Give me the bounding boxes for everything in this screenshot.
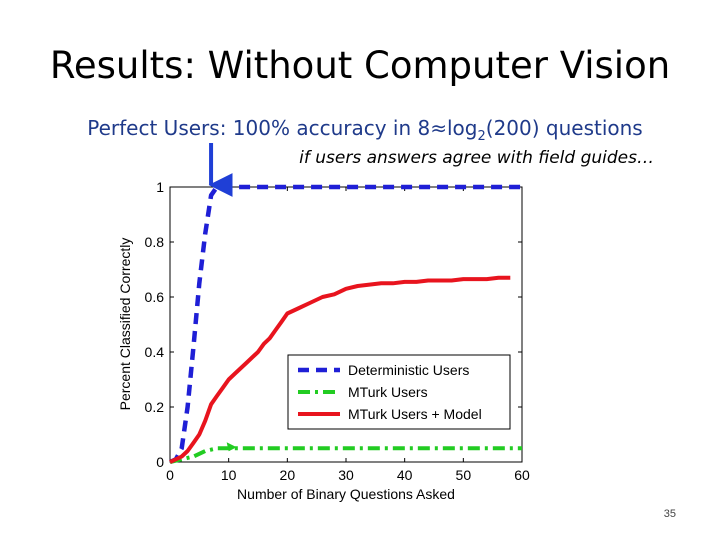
- slide-title: Results: Without Computer Vision: [49, 44, 671, 87]
- y-tick-label: 1: [156, 179, 164, 195]
- x-tick-label: 40: [397, 467, 413, 483]
- slide-note: if users answers agree with field guides…: [299, 148, 654, 168]
- x-tick-label: 60: [514, 467, 530, 483]
- slide-subtitle: Perfect Users: 100% accuracy in 8≈log2(2…: [0, 116, 720, 144]
- x-tick-label: 0: [166, 467, 174, 483]
- y-axis-label: Percent Classified Correctly: [117, 238, 133, 411]
- legend-label-3: MTurk Users + Model: [348, 406, 482, 422]
- y-tick-label: 0: [156, 454, 164, 470]
- x-axis-label: Number of Binary Questions Asked: [237, 486, 455, 502]
- series-arrowhead: [226, 442, 237, 452]
- x-tick-label: 50: [456, 467, 472, 483]
- x-tick-label: 10: [221, 467, 237, 483]
- subtitle-suffix: (200) questions: [485, 116, 643, 140]
- y-tick-label: 0.4: [145, 344, 165, 360]
- series-line-3: [169, 275, 511, 464]
- legend: Deterministic Users MTurk Users MTurk User…: [287, 354, 511, 430]
- subtitle-prefix: Perfect Users: 100% accuracy in 8≈log: [87, 116, 478, 140]
- x-tick-label: 20: [280, 467, 296, 483]
- y-tick-label: 0.6: [145, 289, 165, 305]
- y-tick-label: 0.2: [145, 399, 165, 415]
- subtitle-subscript: 2: [477, 129, 486, 144]
- x-tick-label: 30: [338, 467, 354, 483]
- legend-label-2: MTurk Users: [348, 384, 428, 400]
- legend-label-1: Deterministic Users: [348, 362, 469, 378]
- page-number: 35: [663, 508, 676, 520]
- y-tick-label: 0.8: [145, 234, 165, 250]
